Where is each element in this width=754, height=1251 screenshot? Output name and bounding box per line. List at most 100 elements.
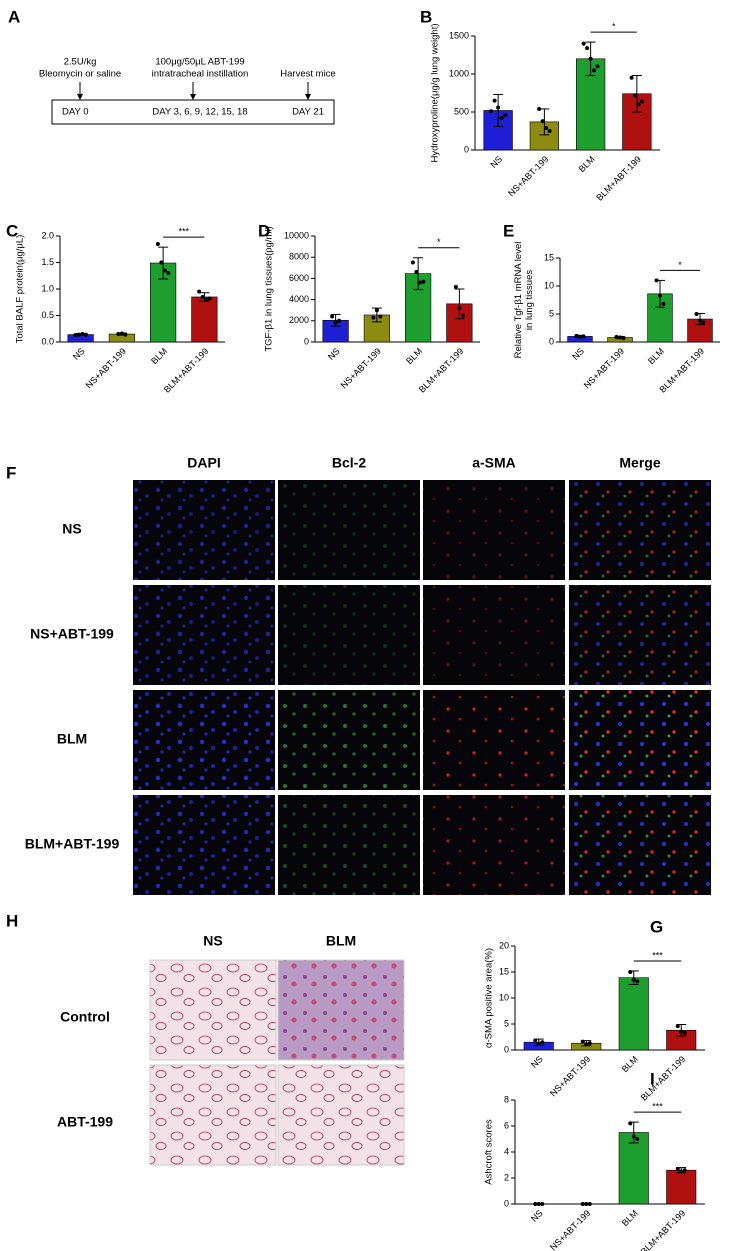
significance-label: *** (652, 950, 663, 960)
micrograph-signal (278, 480, 420, 580)
data-point (204, 297, 209, 302)
data-point (200, 294, 205, 299)
data-point (580, 1202, 585, 1206)
timeline-text: 2.5U/kg (64, 57, 97, 68)
data-point (574, 333, 579, 338)
bar (666, 1169, 697, 1205)
data-point (618, 335, 622, 340)
y-axis-label: Relative Tgf-β1 mRNA level (513, 242, 524, 359)
y-tick-label: 1.0 (41, 283, 54, 293)
data-point (533, 1038, 538, 1043)
data-point (547, 129, 552, 133)
data-point (635, 979, 640, 984)
significance-label: * (612, 21, 616, 31)
y-tick-label: 1.5 (41, 257, 54, 267)
data-point (207, 296, 212, 301)
data-point (421, 279, 426, 284)
data-point (544, 125, 549, 130)
panel-letter: F (6, 463, 16, 482)
x-tick-label: BLM (404, 346, 424, 366)
day-label: DAY 3, 6, 9, 12, 15, 18 (152, 107, 247, 118)
bar (618, 1132, 649, 1205)
data-point (333, 320, 338, 325)
bar (191, 296, 218, 343)
column-header: Bcl-2 (332, 455, 366, 471)
data-point (166, 271, 171, 276)
data-point (584, 1042, 589, 1047)
timeline-text: intratracheal instillation (152, 69, 249, 80)
data-point (536, 1202, 541, 1206)
data-point (654, 278, 659, 283)
y-tick-label: 1500 (449, 30, 469, 40)
data-point (682, 1168, 687, 1173)
y-tick-label: 1000 (449, 68, 469, 78)
x-tick-label: BLM (149, 346, 169, 366)
y-axis-label: Ashcroft scores (484, 1119, 495, 1185)
data-point (633, 93, 638, 98)
data-point (588, 56, 593, 61)
data-point (457, 306, 462, 311)
day-label: DAY 21 (292, 107, 324, 118)
y-tick-label: 0 (304, 336, 309, 346)
micrograph (277, 1064, 405, 1166)
significance-label: * (678, 260, 682, 270)
x-tick-label: BLM+ABT-199 (639, 1208, 688, 1251)
panel-letter: B (420, 7, 432, 26)
micrograph-signal (278, 585, 420, 685)
column-header: BLM (326, 933, 356, 949)
x-tick-label: NS+ABT-199 (339, 346, 383, 390)
y-tick-label: 8 (504, 1094, 509, 1104)
data-point (584, 1202, 589, 1206)
y-tick-label: 4000 (289, 294, 309, 304)
micrograph-signal (133, 585, 275, 685)
panel-letter: E (503, 221, 514, 240)
y-tick-label: 6000 (289, 273, 309, 283)
data-point (410, 260, 415, 265)
data-point (533, 1202, 538, 1206)
data-point (337, 318, 342, 323)
y-axis-label: Hydroxyproline(μg/g lung weight) (430, 23, 441, 162)
data-point (698, 318, 702, 323)
row-label: NS+ABT-199 (30, 626, 114, 642)
x-tick-label: NS+ABT-199 (582, 346, 626, 390)
data-point (489, 109, 494, 114)
data-point (581, 41, 586, 46)
timeline-text: 100μg/50μL ABT-199 (155, 57, 244, 68)
column-header: Merge (619, 455, 660, 471)
data-point (123, 332, 128, 337)
data-point (640, 99, 645, 104)
micrograph-signal (278, 690, 420, 790)
panel-letter: D (258, 221, 270, 240)
data-point (631, 977, 636, 982)
y-tick-label: 10 (499, 992, 509, 1002)
data-point (197, 289, 202, 294)
x-tick-label: NS+ABT-199 (548, 1054, 592, 1098)
data-point (581, 334, 586, 339)
y-tick-label: 500 (454, 106, 469, 116)
data-point (162, 268, 167, 273)
timeline-text: Harvest mice (280, 69, 335, 80)
y-tick-label: 20 (499, 940, 509, 950)
row-label: BLM (57, 731, 87, 747)
data-point (580, 1039, 585, 1044)
data-point (585, 46, 590, 51)
micrograph-signal (423, 585, 565, 685)
y-tick-label: 10 (544, 280, 554, 290)
micrograph-signal (133, 795, 275, 895)
data-point (378, 314, 383, 319)
x-tick-label: NS+ABT-199 (84, 346, 128, 390)
column-header: DAPI (187, 455, 220, 471)
y-tick-label: 2 (504, 1172, 509, 1182)
data-point (587, 1202, 592, 1206)
x-tick-label: BLM (646, 346, 666, 366)
bar (618, 977, 649, 1051)
data-point (116, 332, 121, 337)
row-label: BLM+ABT-199 (25, 836, 120, 852)
x-tick-label: NS (570, 346, 586, 362)
data-point (374, 308, 379, 313)
y-tick-label: 0 (504, 1198, 509, 1208)
data-point (621, 336, 626, 341)
data-point (614, 334, 619, 339)
row-label: ABT-199 (57, 1114, 113, 1130)
data-point (694, 312, 699, 316)
